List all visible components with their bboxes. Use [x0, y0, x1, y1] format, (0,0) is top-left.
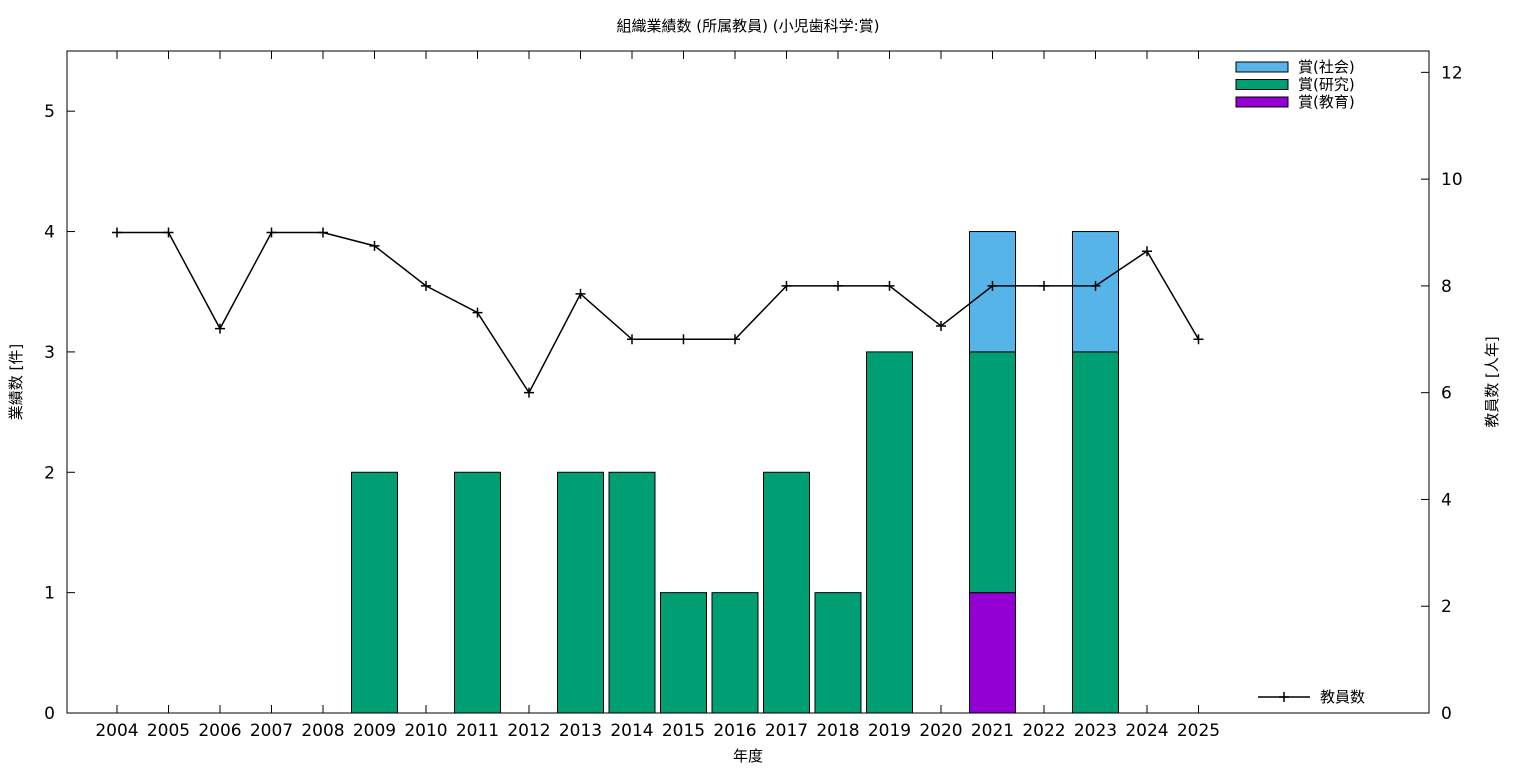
- bar-segment: [866, 351, 913, 714]
- line-point: [1193, 334, 1204, 345]
- y2-tick-label: 10: [1441, 170, 1463, 190]
- x-tick-label: 2006: [198, 721, 241, 741]
- y-axis-label: 業績数 [件]: [7, 344, 25, 420]
- bar-segment: [969, 351, 1016, 594]
- y2-tick-label: 12: [1441, 63, 1463, 83]
- x-tick-label: 2021: [971, 721, 1014, 741]
- bar-segment: [454, 471, 501, 714]
- bar-segment: [1072, 351, 1119, 714]
- line-point: [833, 280, 843, 291]
- y-tick-label: 2: [44, 463, 55, 483]
- y2-tick-label: 2: [1441, 597, 1452, 617]
- bar-segment: [969, 231, 1016, 353]
- x-tick-label: 2019: [868, 721, 911, 741]
- legend-line-marker: [1279, 692, 1289, 702]
- line-point: [627, 334, 637, 345]
- y2-tick-label: 0: [1441, 704, 1452, 724]
- x-tick-label: 2005: [147, 721, 190, 741]
- legend-label: 賞(研究): [1298, 76, 1355, 94]
- y-tick-label: 1: [44, 584, 55, 604]
- bar-segment: [711, 592, 759, 714]
- line-point: [781, 280, 792, 291]
- legend-label: 賞(教育): [1298, 93, 1355, 111]
- line-point: [1090, 280, 1101, 291]
- x-tick-label: 2025: [1177, 721, 1220, 741]
- y-tick-label: 0: [44, 704, 55, 724]
- line-point: [730, 334, 740, 345]
- y2-tick-label: 4: [1441, 490, 1452, 510]
- x-tick-label: 2009: [353, 721, 396, 741]
- x-tick-label: 2008: [301, 721, 344, 741]
- bar-segment: [1072, 231, 1119, 353]
- x-tick-label: 2016: [713, 721, 756, 741]
- bar-segment: [351, 471, 398, 714]
- line-point: [318, 227, 328, 238]
- x-tick-label: 2023: [1074, 721, 1117, 741]
- x-tick-label: 2010: [404, 721, 447, 741]
- legend-swatch: [1235, 96, 1289, 108]
- line-point: [1142, 246, 1152, 257]
- y-tick-label: 4: [44, 223, 55, 243]
- line-point: [575, 288, 586, 299]
- x-tick-label: 2013: [559, 721, 602, 741]
- line-point: [266, 227, 277, 238]
- staff-count-polyline: [117, 231, 1200, 395]
- line-point: [524, 387, 534, 398]
- bar-segment: [814, 592, 862, 714]
- plot-frame: [66, 50, 1430, 714]
- line-point: [472, 307, 483, 318]
- x-tick-label: 2004: [95, 721, 138, 741]
- x-tick-label: 2015: [662, 721, 705, 741]
- line-point: [112, 227, 122, 238]
- line-point: [421, 280, 431, 291]
- line-point: [1039, 280, 1049, 291]
- legend-swatch: [1235, 79, 1289, 90]
- line-point: [163, 227, 174, 238]
- legend-swatch: [1235, 61, 1289, 73]
- y2-axis-label: 教員数 [人年]: [1483, 336, 1501, 427]
- chart-title: 組織業績数 (所属教員) (小児歯科学:賞): [617, 17, 880, 35]
- legend-label: 賞(社会): [1298, 58, 1355, 76]
- x-tick-label: 2007: [250, 721, 293, 741]
- x-tick-label: 2024: [1125, 721, 1168, 741]
- y2-tick-label: 8: [1441, 277, 1452, 297]
- legend: 賞(社会)賞(研究)賞(教育) 教員数: [1235, 58, 1365, 706]
- x-axis-label: 年度: [733, 747, 763, 765]
- line-point: [936, 320, 946, 331]
- x-tick-label: 2022: [1022, 721, 1065, 741]
- line-point: [369, 240, 380, 251]
- x-tick-label: 2017: [765, 721, 808, 741]
- bar-segment: [608, 471, 656, 714]
- line-point: [215, 323, 225, 334]
- y-tick-label: 5: [44, 102, 55, 122]
- x-tick-label: 2018: [816, 721, 859, 741]
- line-point: [987, 280, 998, 291]
- x-tick-label: 2014: [610, 721, 653, 741]
- bar-segment: [557, 471, 604, 714]
- bar-segment: [763, 471, 810, 714]
- y2-tick-label: 6: [1441, 384, 1452, 404]
- line-point: [678, 334, 689, 345]
- bars: [351, 231, 1119, 714]
- y-tick-label: 3: [44, 343, 55, 363]
- legend-line-label: 教員数: [1320, 688, 1365, 706]
- staff-count-line: [112, 227, 1204, 398]
- bar-segment: [660, 592, 707, 714]
- x-tick-label: 2011: [456, 721, 499, 741]
- bar-segment: [969, 592, 1016, 714]
- x-tick-label: 2012: [507, 721, 550, 741]
- line-point: [884, 280, 895, 291]
- x-tick-label: 2020: [919, 721, 962, 741]
